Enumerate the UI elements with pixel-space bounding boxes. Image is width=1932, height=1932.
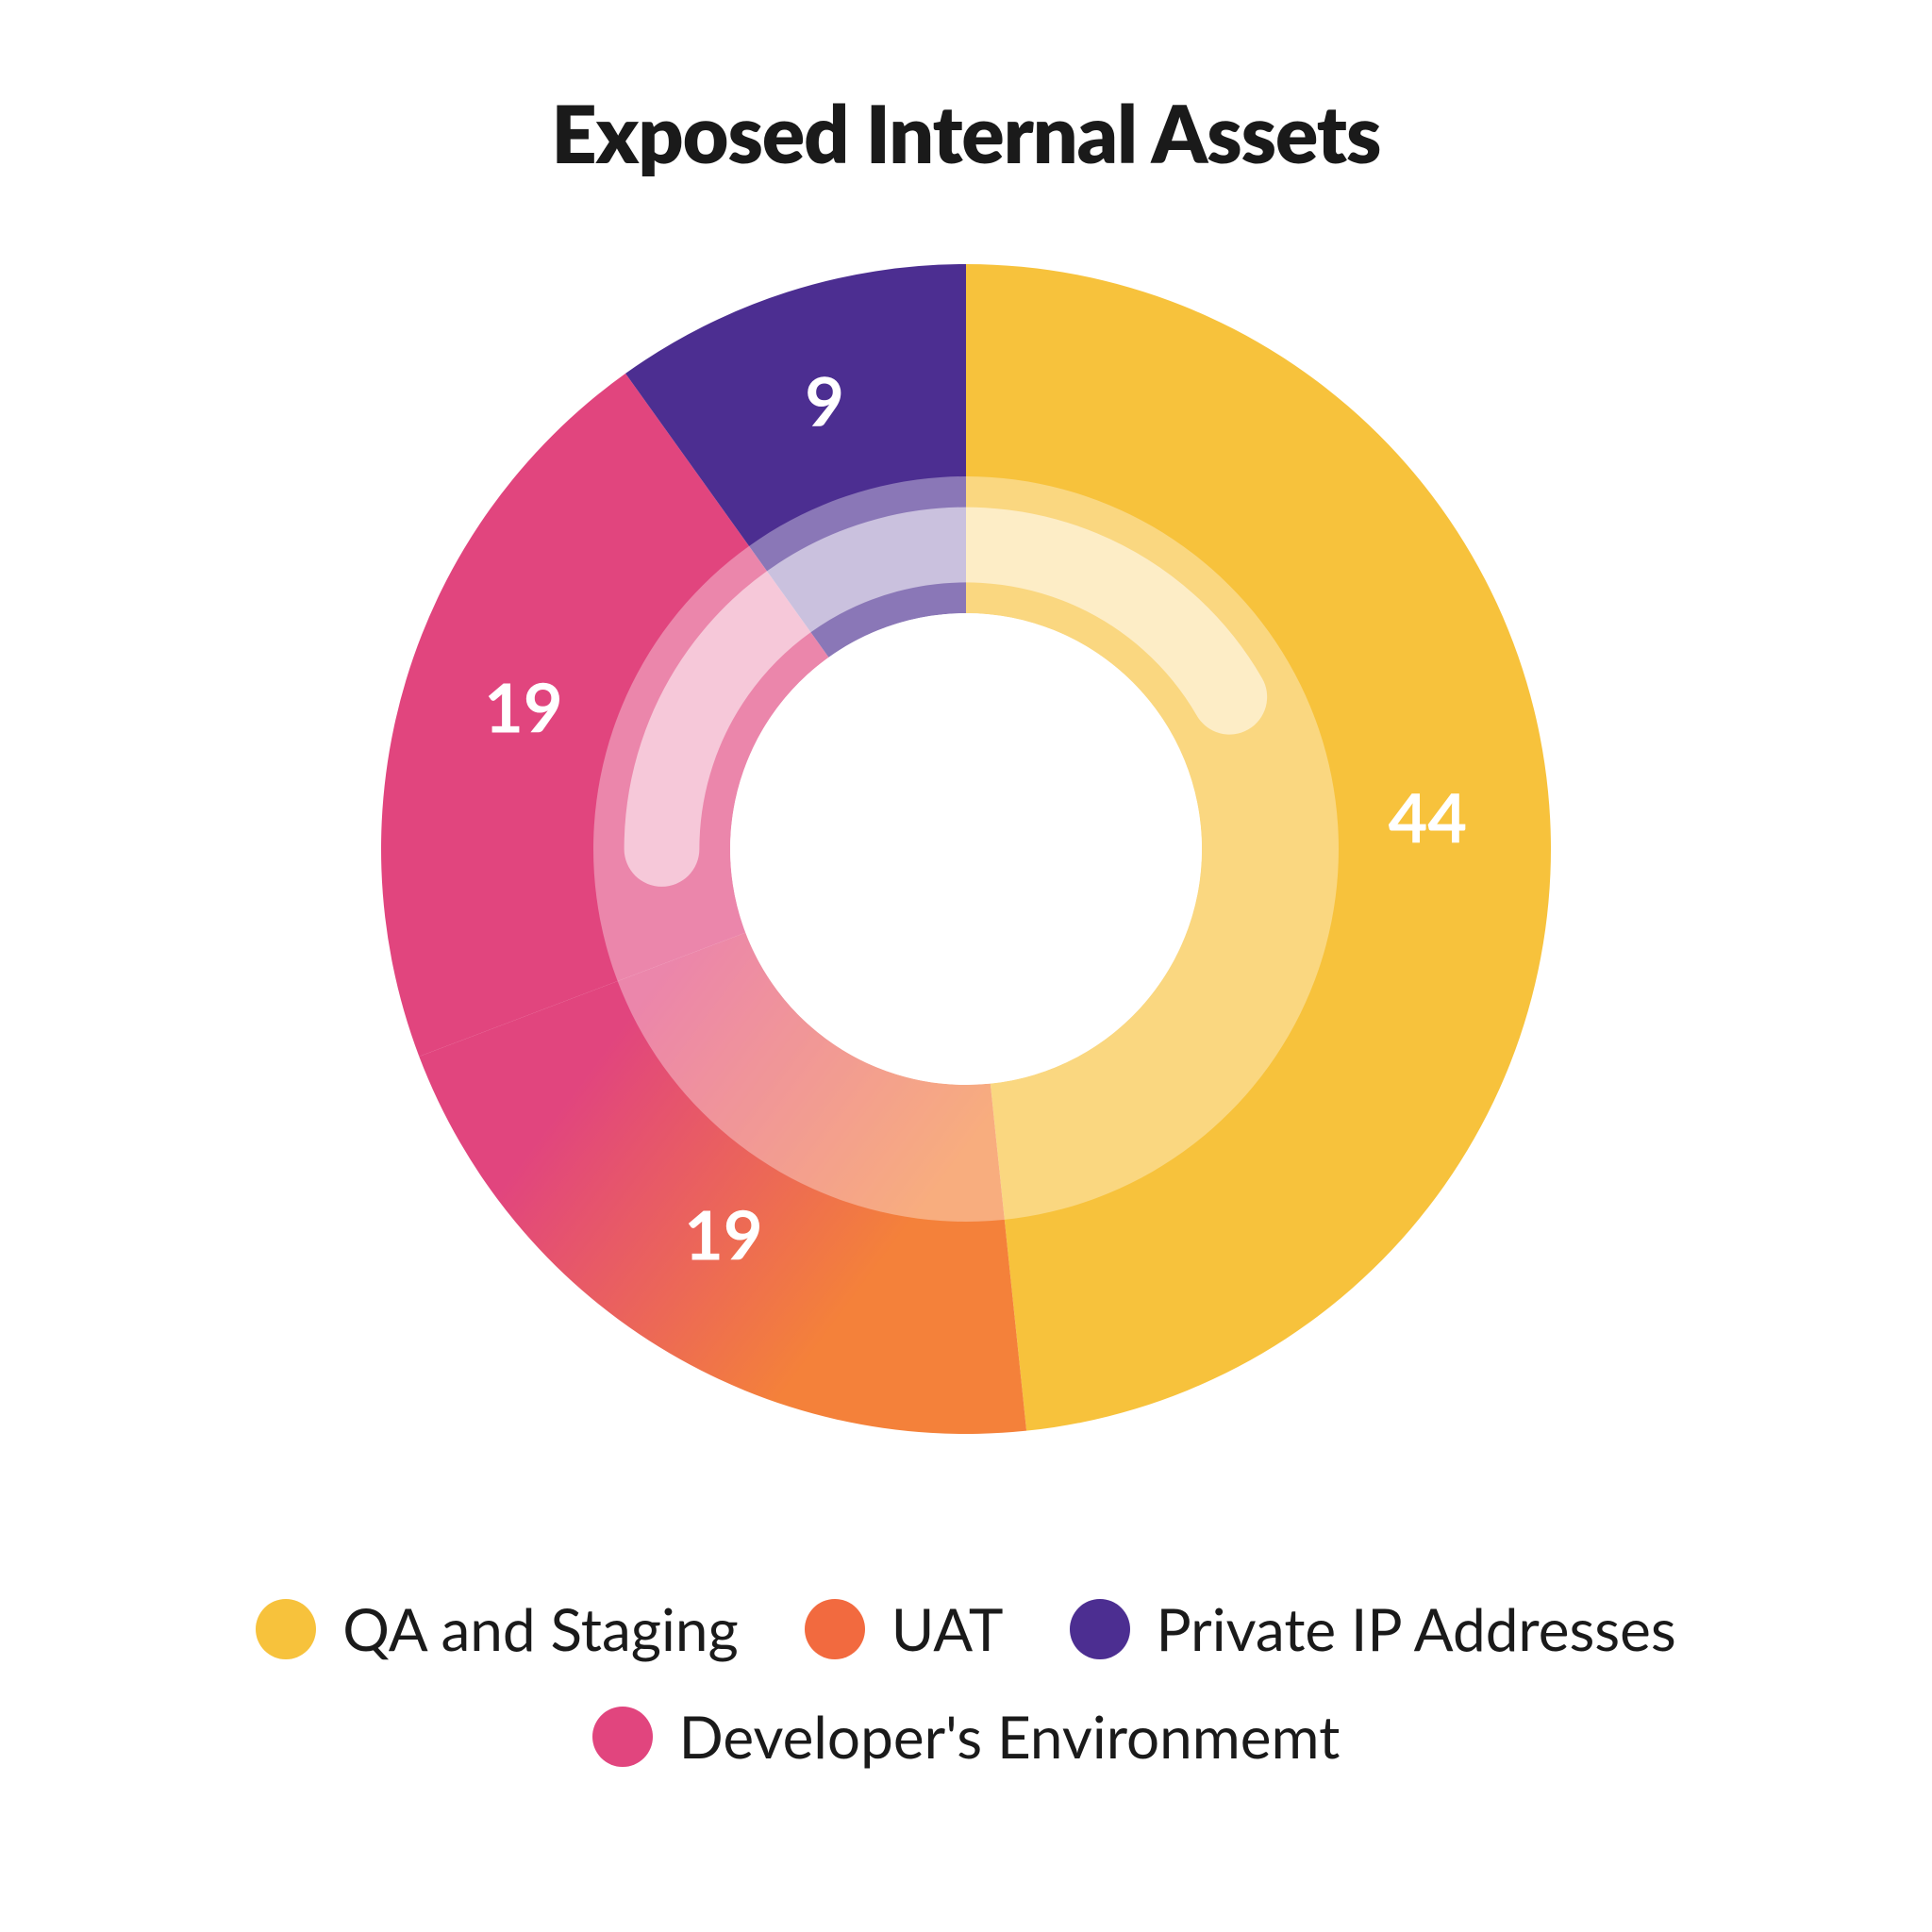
legend-swatch bbox=[1070, 1599, 1130, 1659]
slice-value-label: 44 bbox=[1389, 776, 1468, 858]
slice-value-label: 19 bbox=[484, 667, 563, 748]
legend-item: Developer's Environmemt bbox=[592, 1702, 1341, 1772]
legend-item: UAT bbox=[805, 1594, 1004, 1664]
legend-item: Private IP Addresses bbox=[1070, 1594, 1676, 1664]
legend-item: QA and Staging bbox=[256, 1594, 738, 1664]
slice-value-label: 19 bbox=[684, 1194, 763, 1275]
slice-value-label: 9 bbox=[805, 360, 844, 441]
legend-label: UAT bbox=[891, 1594, 1004, 1664]
legend-swatch bbox=[592, 1707, 653, 1767]
donut-chart: 44 19 19 9 bbox=[362, 245, 1570, 1453]
legend-swatch bbox=[805, 1599, 865, 1659]
legend-label: QA and Staging bbox=[342, 1594, 738, 1664]
chart-title: Exposed Internal Assets bbox=[0, 85, 1932, 180]
legend: QA and Staging UAT Private IP Addresses Dev… bbox=[0, 1594, 1932, 1809]
donut-hole bbox=[730, 613, 1202, 1085]
legend-swatch bbox=[256, 1599, 316, 1659]
legend-label: Developer's Environmemt bbox=[679, 1702, 1341, 1772]
legend-label: Private IP Addresses bbox=[1157, 1594, 1676, 1664]
